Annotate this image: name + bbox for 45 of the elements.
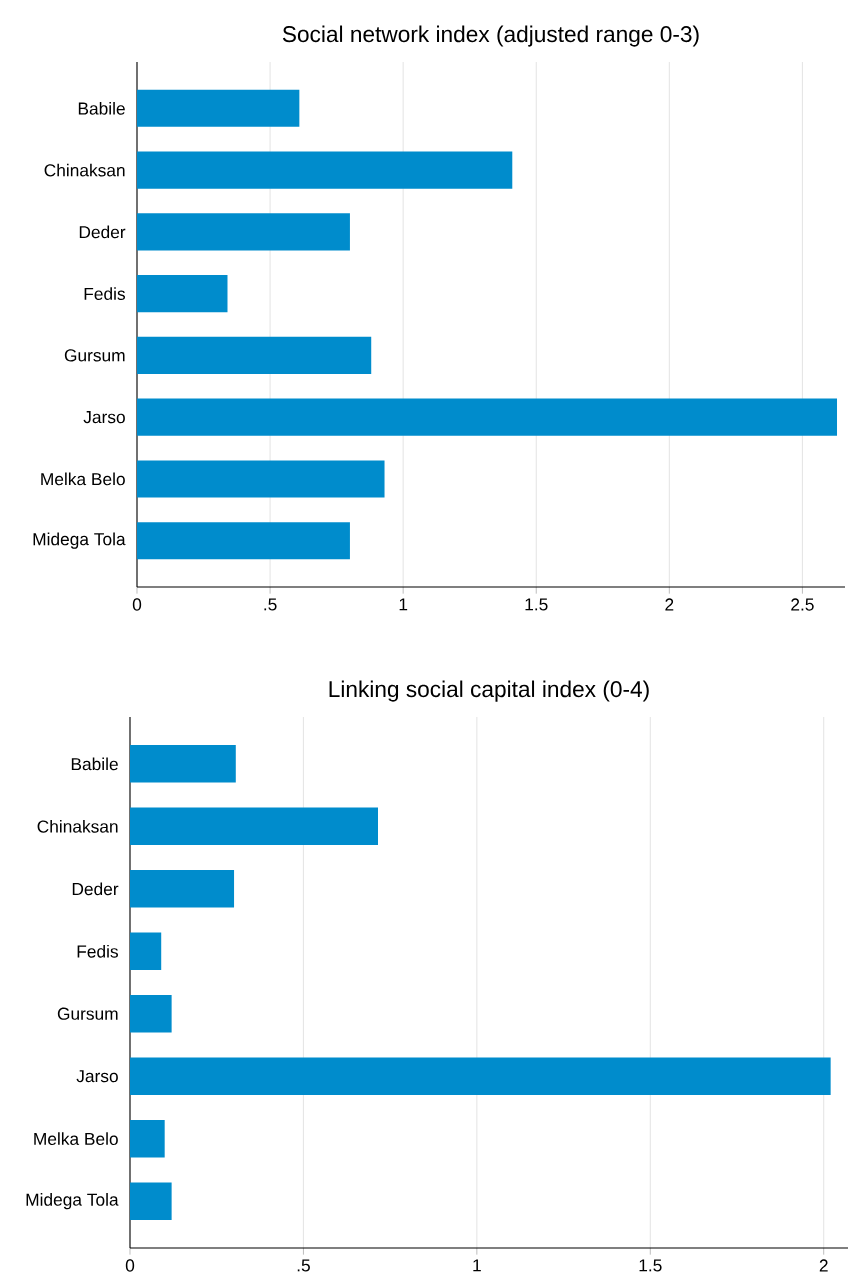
y-tick-label: Babile [78,101,125,115]
bar [130,870,235,908]
y-tick-label: Fedis [84,287,125,300]
x-tick-label: .5 [297,1259,310,1272]
y-tick-label: Melka Belo [34,1132,118,1146]
bar [130,1119,165,1158]
x-tick-label: 1 [399,598,408,611]
bar [130,995,172,1033]
x-tick-label: 0 [125,1259,135,1272]
x-tick-label: 1.5 [639,1259,662,1272]
y-tick-label: Jarso [76,1070,118,1083]
y-tick-label: Gursum [57,1007,118,1020]
x-tick-label: 1.5 [525,598,548,611]
x-tick-label: 2.5 [791,598,814,611]
bar [137,213,350,251]
x-tick-label: 1 [473,1259,481,1272]
y-tick-label: Gursum [64,349,125,362]
bar [137,151,513,189]
y-tick-label: Chinaksan [37,819,118,833]
chart-title: Social network index (adjusted range 0-3) [282,25,699,47]
x-tick-label: 2 [819,1259,828,1272]
bar [137,398,838,436]
bar [137,275,228,313]
y-tick-label: Midega Tola [26,1193,119,1210]
bar [137,336,372,374]
y-tick-label: Babile [71,757,118,771]
bar [137,522,350,560]
bar [130,745,236,783]
y-tick-label: Jarso [83,411,125,424]
bar [130,807,378,846]
bar [130,932,162,971]
y-tick-label: Melka Belo [41,472,125,486]
y-tick-label: Chinaksan [44,163,125,177]
y-tick-label: Deder [79,225,126,239]
y-tick-label: Fedis [77,944,118,958]
bar [137,89,300,127]
x-tick-label: 0 [132,598,142,611]
x-tick-label: .5 [264,598,277,611]
y-tick-label: Deder [72,882,119,896]
bar [130,1182,172,1220]
x-tick-label: 2 [665,598,674,611]
bar [130,1057,831,1095]
bar [137,460,385,498]
chart-title: Linking social capital index (0-4) [329,680,649,702]
y-tick-label: Midega Tola [33,532,126,549]
